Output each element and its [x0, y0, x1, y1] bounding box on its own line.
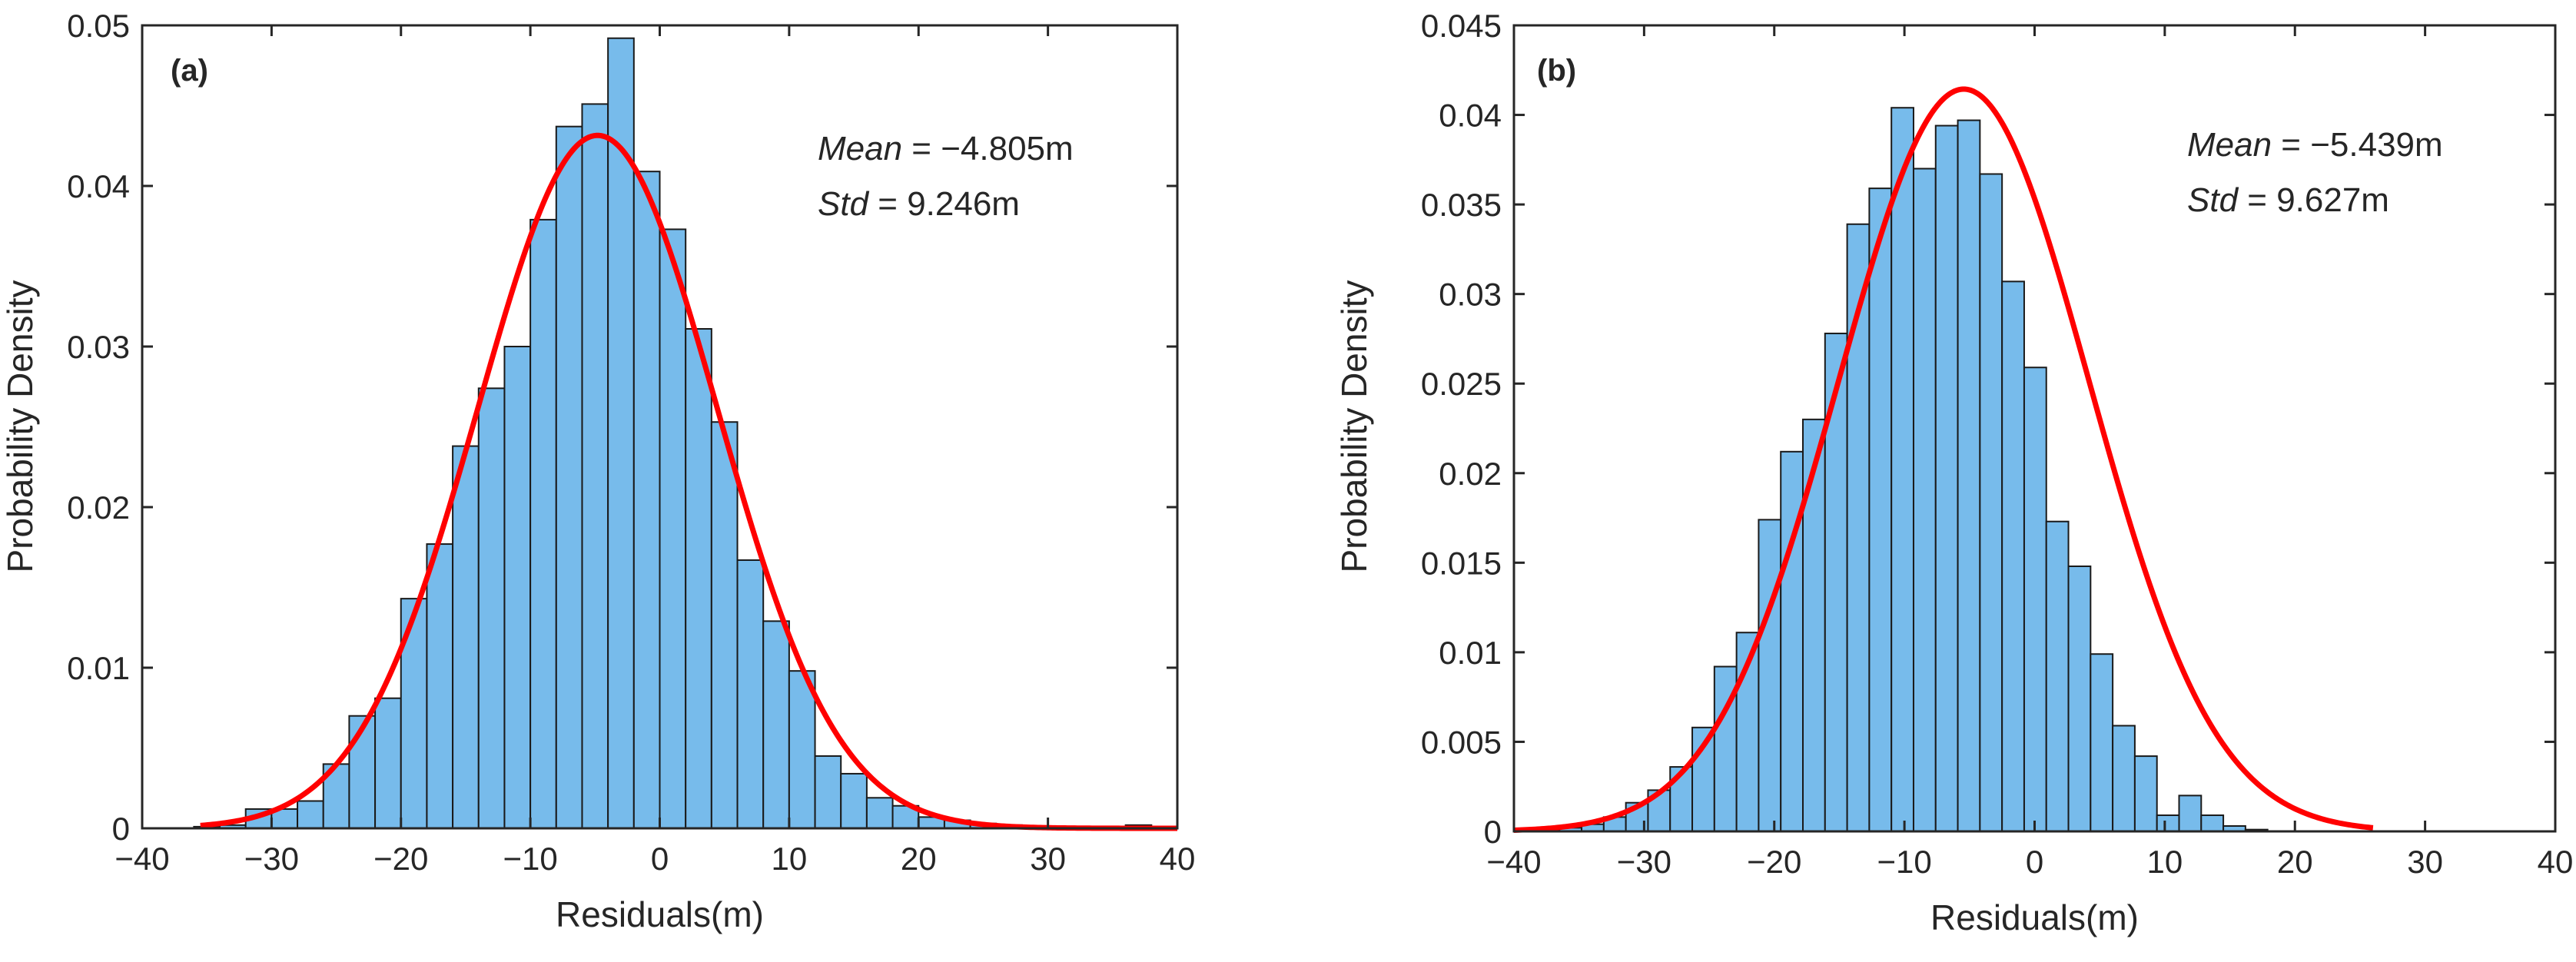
y-tick-label: 0.02 [67, 489, 130, 526]
x-tick-label: 20 [2277, 844, 2313, 880]
histogram-bar [2067, 565, 2092, 832]
histogram-bar [2090, 653, 2114, 832]
histogram-bar [581, 103, 609, 830]
x-tick-label: −30 [1617, 844, 1671, 880]
histogram-bar [1957, 119, 1981, 832]
std-annotation: Std = 9.627m [2187, 181, 2389, 219]
y-tick-label: 0.005 [1421, 724, 1502, 760]
y-tick-label: 0.025 [1421, 366, 1502, 402]
y-tick-label: 0.05 [67, 8, 130, 44]
x-tick-label: 20 [901, 841, 937, 877]
x-tick-label: −20 [373, 841, 428, 877]
x-tick-label: 30 [1030, 841, 1066, 877]
histogram-bar [1979, 173, 2003, 832]
panel-a-bars [193, 37, 1178, 830]
histogram-bar [2200, 814, 2225, 833]
x-tick-label: −10 [503, 841, 558, 877]
y-tick-label: 0.03 [1439, 277, 1502, 313]
panel-label: (b) [1537, 54, 1576, 88]
panel-label: (a) [171, 54, 208, 88]
histogram-bar [452, 445, 480, 830]
panel-a-histogram: −40 −30 −20 −10 0 10 20 30 40 0 0.01 0.02 0.03 0.04 0.… [0, 8, 1195, 934]
histogram-bar [374, 697, 402, 830]
histogram-bar [2133, 755, 2158, 832]
histogram-bar [2112, 725, 2136, 832]
y-axis-title: Probability Density [1334, 280, 1374, 573]
mean-annotation: Mean = −4.805m [818, 130, 1074, 168]
histogram-bar [1868, 187, 1893, 832]
mean-annotation: Mean = −5.439m [2187, 126, 2443, 164]
panel-b-bars [1536, 107, 2269, 833]
histogram-bar [2023, 367, 2047, 832]
y-tick-label: 0 [1484, 814, 1502, 850]
x-tick-label: 10 [772, 841, 808, 877]
y-tick-label: 0.01 [67, 650, 130, 686]
histogram-bar [865, 797, 894, 830]
x-tick-label: −20 [1747, 844, 1801, 880]
mean-label: Mean [2187, 126, 2272, 164]
histogram-bar [426, 543, 454, 829]
std-label: Std [818, 185, 870, 223]
x-tick-label: 10 [2147, 844, 2183, 880]
y-tick-label: 0.04 [67, 168, 130, 204]
y-tick-label: 0.045 [1421, 8, 1502, 44]
x-axis-title: Residuals(m) [1930, 897, 2139, 937]
histogram-bar [1802, 418, 1826, 832]
std-label: Std [2187, 181, 2239, 219]
panel-b-histogram: −40 −30 −20 −10 0 10 20 30 40 0 0.005 0.01 0.015 0.02… [1334, 8, 2573, 937]
histogram-bar [762, 620, 790, 829]
histogram-bar [736, 559, 765, 829]
y-tick-label: 0 [112, 811, 130, 847]
histogram-bar [814, 755, 842, 830]
histogram-bar [1912, 168, 1937, 832]
histogram-bar [503, 346, 532, 829]
histogram-bar [710, 421, 739, 829]
y-tick-label: 0.01 [1439, 635, 1502, 671]
y-tick-label: 0.02 [1439, 456, 1502, 492]
normal-fit-curve [200, 132, 1178, 831]
x-tick-label: −40 [1486, 844, 1541, 880]
histogram-bar [1758, 519, 1782, 832]
x-tick-label: 0 [651, 841, 669, 877]
x-tick-label: −30 [244, 841, 299, 877]
y-axis-title: Probability Density [0, 280, 40, 573]
mean-value: = −5.439m [2272, 126, 2443, 164]
histogram-bar [788, 670, 816, 829]
y-tick-label: 0.015 [1421, 545, 1502, 581]
histogram-bar [2178, 794, 2203, 833]
histogram-bar [477, 387, 506, 829]
std-value: = 9.627m [2238, 181, 2389, 219]
x-tick-label: −10 [1877, 844, 1932, 880]
histogram-bar [659, 228, 687, 829]
histogram-bar [685, 328, 712, 829]
histogram-bar [1934, 124, 1959, 832]
x-axis-title: Residuals(m) [556, 894, 764, 934]
histogram-bar [555, 125, 583, 830]
y-tick-label: 0.035 [1421, 187, 1502, 223]
normal-fit-curve [1513, 86, 2374, 833]
std-value: = 9.246m [868, 185, 1020, 223]
x-tick-label: 30 [2407, 844, 2443, 880]
histogram-bar [1891, 107, 1914, 832]
mean-value: = −4.805m [902, 130, 1074, 168]
histogram-bar [840, 772, 868, 829]
histogram-bar [2001, 280, 2025, 832]
std-annotation: Std = 9.246m [818, 185, 1020, 223]
y-tick-label: 0.04 [1439, 98, 1502, 134]
y-tick-label: 0.03 [67, 329, 130, 365]
histogram-bar [529, 218, 557, 829]
x-tick-label: 0 [2026, 844, 2043, 880]
x-tick-label: −40 [115, 841, 169, 877]
histogram-bar [297, 800, 324, 829]
histogram-bar [2156, 814, 2180, 833]
x-tick-label: 40 [1160, 841, 1196, 877]
x-tick-label: 40 [2538, 844, 2574, 880]
histogram-bar [2045, 520, 2070, 832]
mean-label: Mean [818, 130, 902, 168]
histogram-bar [632, 171, 661, 829]
